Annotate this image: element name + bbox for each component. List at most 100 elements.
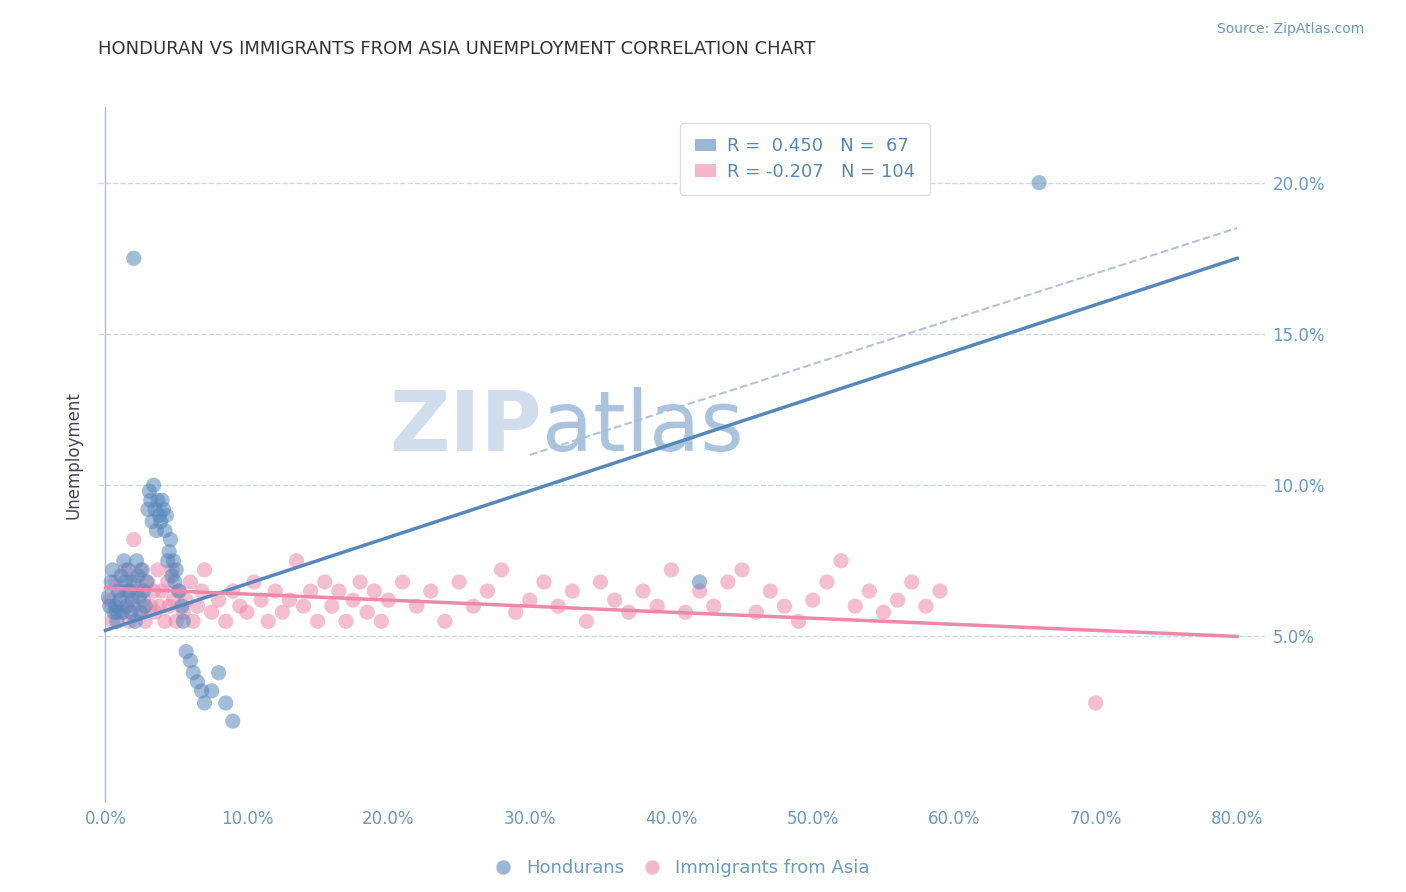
Point [186,599,208,614]
Point [285,554,308,568]
Point [134,599,156,614]
Text: Source: ZipAtlas.com: Source: ZipAtlas.com [1216,22,1364,37]
Point [603,593,626,607]
Point [117,563,139,577]
Point [377,593,399,607]
Point [830,554,852,568]
Point [165,563,187,577]
Point [328,584,350,599]
Point [153,615,176,629]
Point [156,574,179,589]
Point [120,574,142,589]
Point [675,605,697,619]
Point [181,665,204,680]
Point [111,605,134,619]
Point [186,674,208,689]
Point [181,615,204,629]
Point [170,599,193,614]
Point [200,684,222,698]
Point [363,584,385,599]
Point [149,515,172,529]
Point [136,574,159,589]
Point [314,574,336,589]
Point [101,615,124,629]
Point [107,584,129,599]
Point [200,605,222,619]
Point [148,599,170,614]
Point [150,584,173,599]
Point [118,615,141,629]
Point [589,574,612,589]
Point [561,584,583,599]
Point [127,569,149,583]
Point [143,605,166,619]
Point [222,714,245,728]
Point [150,493,173,508]
Point [190,584,212,599]
Point [179,654,201,668]
Point [160,563,183,577]
Point [533,574,555,589]
Point [105,605,128,619]
Point [208,665,231,680]
Point [356,605,378,619]
Point [321,599,343,614]
Point [759,584,782,599]
Point [114,563,136,577]
Point [139,493,162,508]
Point [152,502,174,516]
Point [124,615,146,629]
Point [129,605,152,619]
Point [136,502,159,516]
Point [167,584,190,599]
Point [433,615,456,629]
Point [115,599,138,614]
Point [114,574,136,589]
Point [122,252,145,266]
Point [787,615,810,629]
Point [208,593,231,607]
Point [342,593,364,607]
Point [128,590,150,604]
Point [659,563,682,577]
Point [505,605,527,619]
Point [229,599,252,614]
Point [129,563,152,577]
Point [491,563,513,577]
Point [138,484,160,499]
Point [257,615,280,629]
Point [915,599,938,614]
Point [143,502,166,516]
Point [745,605,768,619]
Point [193,696,215,710]
Point [112,554,135,568]
Point [858,584,880,599]
Point [929,584,952,599]
Point [157,545,180,559]
Point [250,593,273,607]
Point [159,533,181,547]
Point [110,569,132,583]
Point [131,563,153,577]
Point [153,524,176,538]
Point [773,599,796,614]
Point [236,605,259,619]
Point [689,584,711,599]
Point [98,593,121,607]
Point [1028,176,1050,190]
Point [449,574,471,589]
Point [122,533,145,547]
Point [463,599,485,614]
Point [162,593,184,607]
Point [617,605,640,619]
Point [349,574,371,589]
Text: atlas: atlas [541,386,744,467]
Point [801,593,824,607]
Point [141,515,163,529]
Point [271,605,294,619]
Point [103,605,125,619]
Point [157,599,180,614]
Point [111,605,134,619]
Point [156,554,179,568]
Point [128,605,150,619]
